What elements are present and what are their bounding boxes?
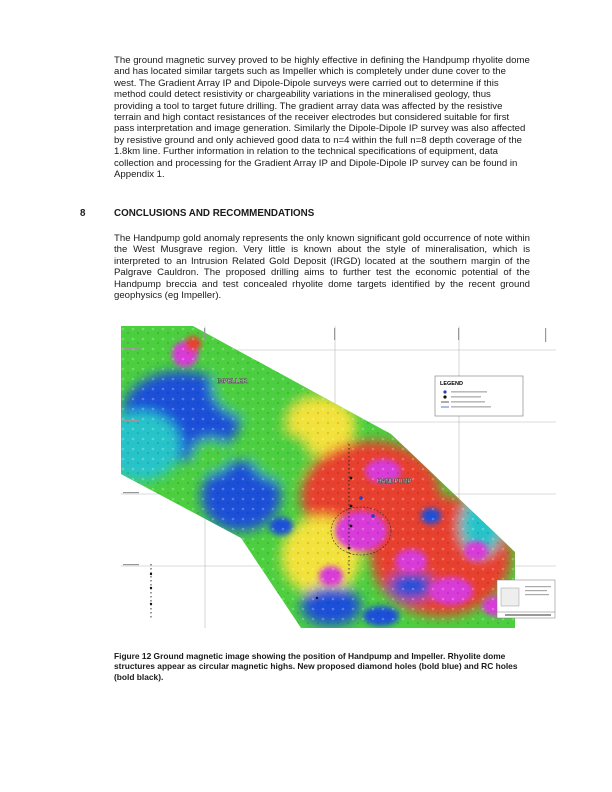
figure-caption: Figure 12 Ground magnetic image showing …	[114, 651, 518, 682]
magnetic-image	[121, 326, 515, 628]
target-labels: IMPELLER HANDPUMP	[217, 379, 412, 485]
magnetic-image-figure: IMPELLER HANDPUMP LEGEND	[121, 326, 556, 628]
magnetic-map: IMPELLER HANDPUMP LEGEND	[121, 326, 556, 628]
conclusions-paragraph: The Handpump gold anomaly represents the…	[114, 233, 530, 302]
section-heading: 8 CONCLUSIONS AND RECOMMENDATIONS	[80, 208, 540, 219]
frame-ticks	[123, 328, 547, 566]
legend-rc-symbol	[443, 395, 447, 399]
legend-diamond-symbol	[443, 390, 447, 394]
handpump-breccia-outline	[330, 506, 392, 556]
section-number: 8	[80, 208, 86, 219]
section-title: CONCLUSIONS AND RECOMMENDATIONS	[114, 208, 315, 219]
impeller-label: IMPELLER	[217, 379, 248, 385]
handpump-label: HANDPUMP	[377, 479, 412, 485]
map-legend: LEGEND	[434, 375, 524, 417]
proposed-rc-holes	[149, 476, 353, 606]
legend-title: LEGEND	[440, 381, 463, 387]
title-block	[496, 579, 556, 619]
proposed-diamond-holes	[359, 496, 375, 518]
survey-paragraph: The ground magnetic survey proved to be …	[114, 55, 530, 181]
